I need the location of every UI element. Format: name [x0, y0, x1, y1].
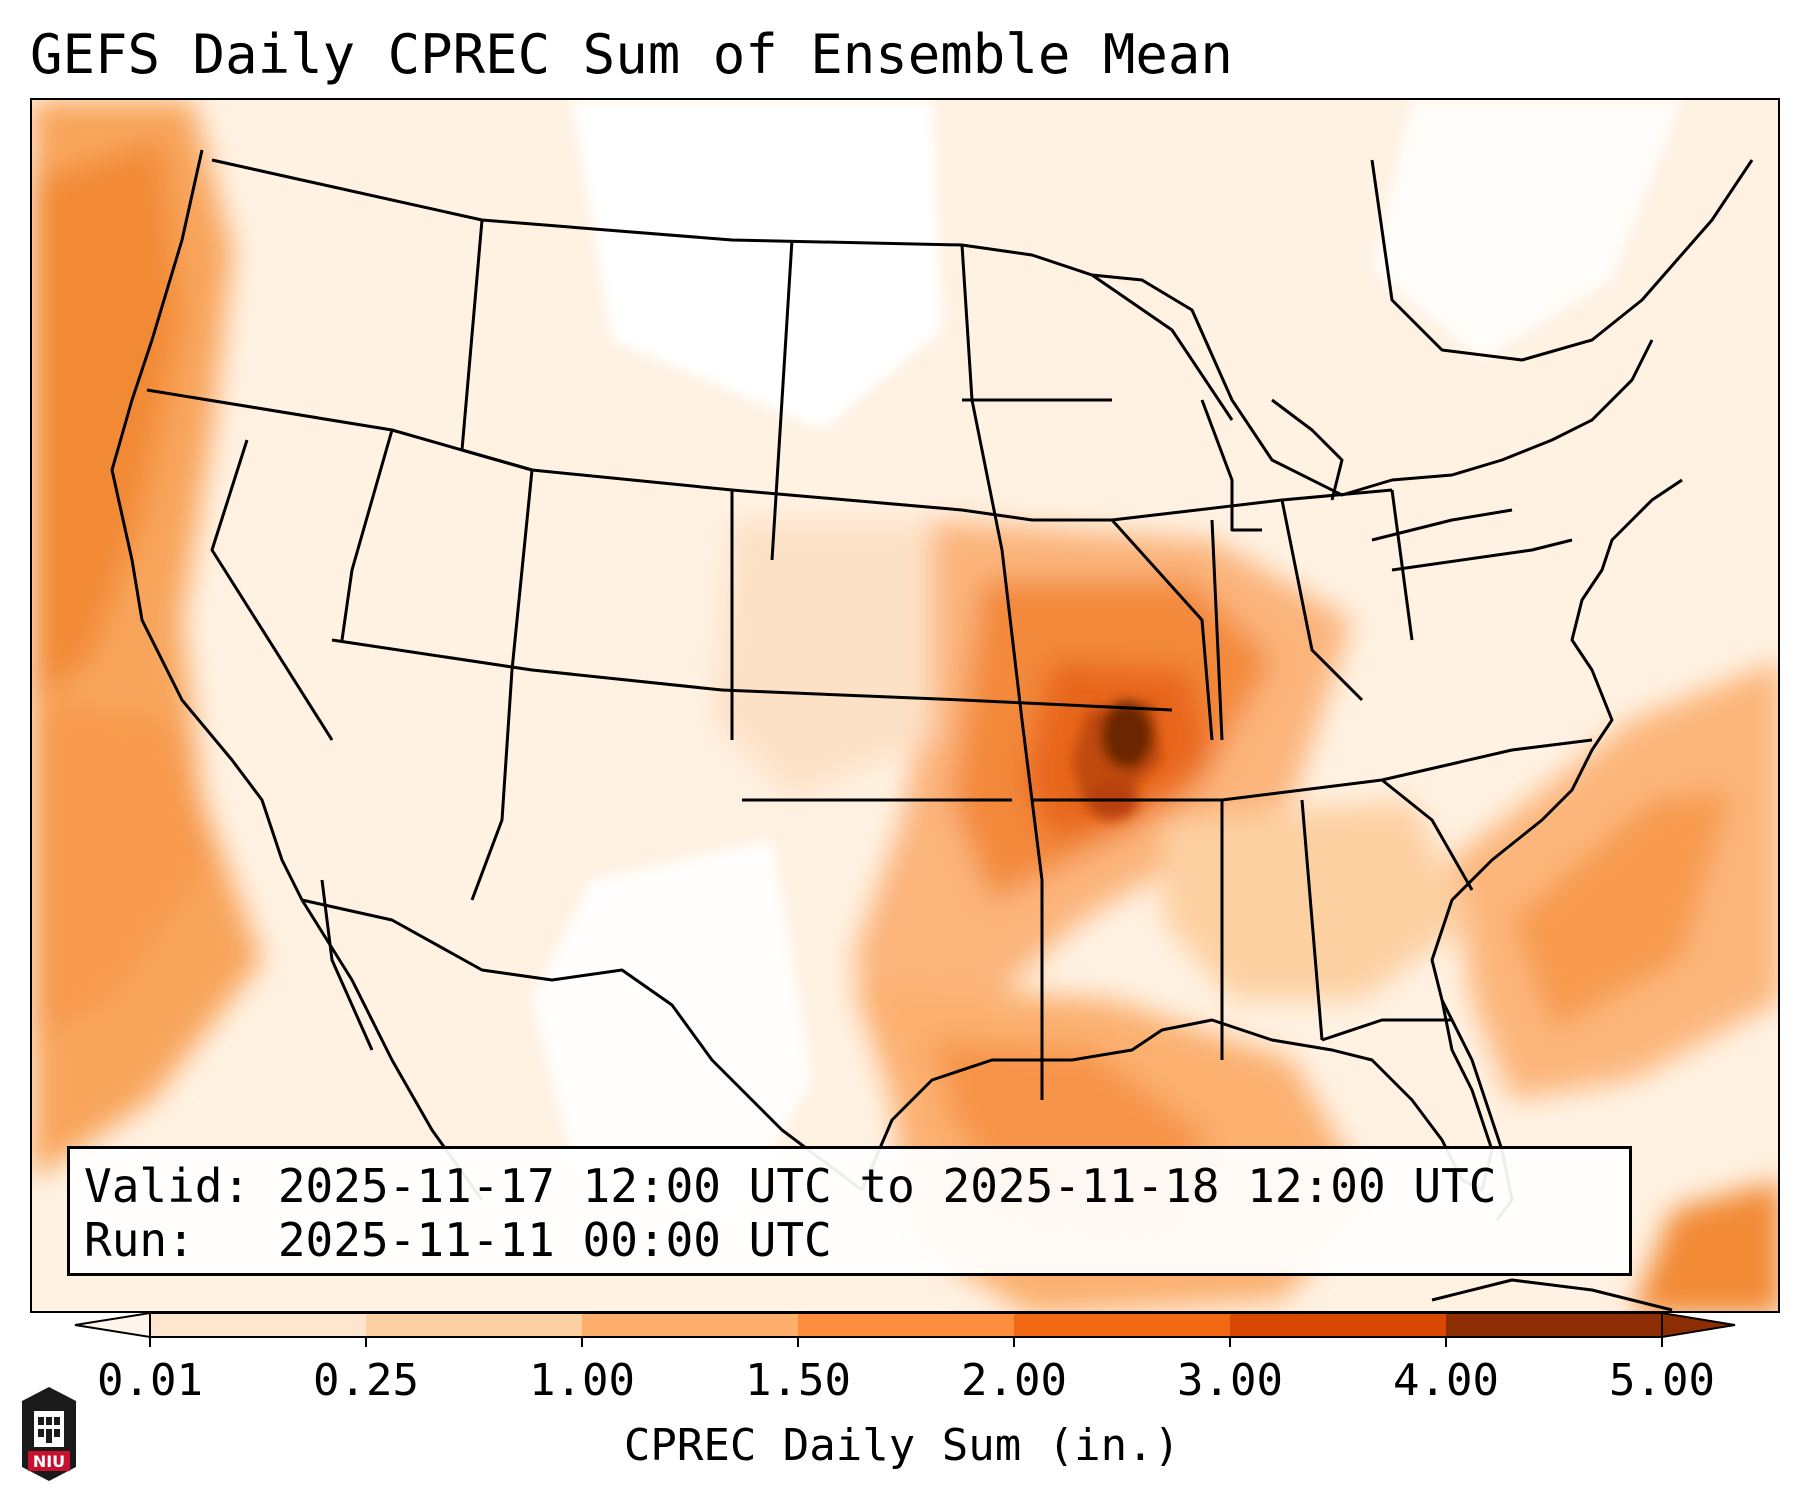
colorbar-segment: [798, 1313, 1015, 1337]
colorbar-segment: [582, 1313, 799, 1337]
precipitation-field: [32, 100, 1778, 1311]
colorbar-segment: [150, 1313, 367, 1337]
colorbar-lower-extend: [74, 1311, 151, 1339]
dry-area-texas: [532, 840, 812, 1220]
colorbar-tick-label: 1.50: [745, 1355, 851, 1406]
valid-time-line: Valid: 2025-11-17 12:00 UTC to 2025-11-1…: [84, 1159, 1497, 1213]
run-time-line: Run: 2025-11-11 00:00 UTC: [84, 1213, 832, 1267]
colorbar-tick-label: 2.00: [961, 1355, 1067, 1406]
colorbar-segment: [1230, 1313, 1447, 1337]
colorbar-tick-label: 5.00: [1609, 1355, 1715, 1406]
colorbar-tick-label: 0.25: [313, 1355, 419, 1406]
colorbar: [74, 1311, 1736, 1347]
colorbar-outline: [149, 1312, 1663, 1338]
colorbar-tick-label: 3.00: [1177, 1355, 1283, 1406]
colorbar-segment: [1014, 1313, 1231, 1337]
colorbar-tick-label: 0.01: [97, 1355, 203, 1406]
colorbar-segment: [366, 1313, 583, 1337]
colorbar-tick-label: 4.00: [1393, 1355, 1499, 1406]
precipitation-map: [30, 98, 1780, 1313]
state-borders: [110, 149, 1754, 1311]
colorbar-tick-label: 1.00: [529, 1355, 635, 1406]
niu-logo-icon: NIU: [22, 1387, 76, 1481]
map-title: GEFS Daily CPREC Sum of Ensemble Mean: [30, 23, 1233, 86]
valid-run-info-box: Valid: 2025-11-17 12:00 UTC to 2025-11-1…: [67, 1146, 1632, 1276]
dry-area-northern-plains: [572, 100, 942, 430]
colorbar-segment: [1446, 1313, 1663, 1337]
colorbar-label: CPREC Daily Sum (in.): [623, 1420, 1181, 1471]
colorbar-upper-extend: [1661, 1311, 1736, 1339]
niu-logo-text: NIU: [33, 1452, 65, 1471]
